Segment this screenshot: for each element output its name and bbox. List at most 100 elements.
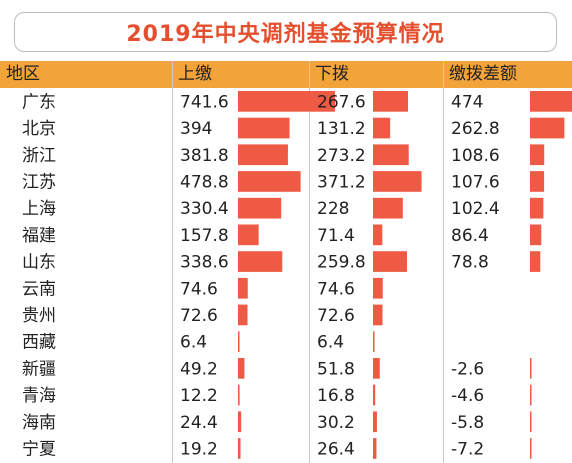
xiabo-bar [373, 331, 375, 352]
shangjiao-bar [238, 251, 283, 272]
xiabo-value: 26.4 [317, 439, 355, 459]
shangjiao-bar [238, 171, 301, 192]
shangjiao-bar [238, 384, 240, 406]
region-label: 宁夏 [22, 439, 56, 459]
xiabo-value: 72.6 [317, 306, 355, 326]
shangjiao-value: 381.8 [180, 146, 229, 166]
xiabo-value: 228 [317, 199, 349, 219]
shangjiao-value: 12.2 [180, 386, 218, 406]
shangjiao-bar [238, 358, 245, 379]
shangjiao-value: 19.2 [180, 439, 218, 459]
shangjiao-value: 338.6 [180, 253, 229, 273]
xiabo-value: 16.8 [317, 386, 355, 406]
column-divider [172, 61, 173, 463]
xiabo-value: 371.2 [317, 172, 366, 192]
region-label: 广东 [22, 92, 56, 112]
table-row: 上海 330.4 228 102.4 [22, 197, 544, 219]
diff-bar [530, 251, 541, 272]
shangjiao-bar [238, 91, 336, 112]
diff-value: 86.4 [451, 226, 489, 246]
table-row: 北京 394 131.2 262.8 [22, 117, 565, 139]
shangjiao-bar [238, 304, 248, 326]
shangjiao-bar [238, 144, 288, 166]
diff-value: -2.6 [451, 359, 484, 379]
xiabo-value: 6.4 [317, 333, 344, 353]
table-row: 江苏 478.8 371.2 107.6 [22, 171, 545, 192]
header-diff: 缴拨差额 [449, 64, 517, 84]
table-row: 青海 12.2 16.8 -4.6 [22, 384, 532, 406]
table-row: 山东 338.6 259.8 78.8 [22, 251, 541, 273]
xiabo-bar [373, 117, 391, 139]
diff-value: 102.4 [451, 199, 500, 219]
shangjiao-value: 157.8 [180, 226, 229, 246]
header-xiabo: 下拨 [315, 64, 349, 84]
xiabo-bar [373, 384, 376, 406]
table-row: 西藏 6.4 6.4 [22, 331, 375, 353]
shangjiao-bar [238, 224, 259, 246]
header-region: 地区 [6, 64, 40, 84]
shangjiao-value: 74.6 [180, 279, 218, 299]
diff-bar [530, 358, 532, 379]
diff-value: 78.8 [451, 253, 489, 273]
diff-value: 262.8 [451, 119, 500, 139]
table-row: 宁夏 19.2 26.4 -7.2 [22, 438, 532, 459]
xiabo-value: 267.6 [317, 92, 366, 112]
xiabo-value: 30.2 [317, 413, 355, 433]
xiabo-bar [373, 224, 383, 246]
shangjiao-value: 330.4 [180, 199, 229, 219]
region-label: 新疆 [22, 359, 56, 379]
header-shangjiao: 上缴 [178, 64, 212, 84]
xiabo-value: 259.8 [317, 253, 366, 273]
diff-bar [530, 224, 542, 246]
shangjiao-value: 72.6 [180, 306, 218, 326]
region-label: 北京 [22, 119, 56, 139]
table-row: 新疆 49.2 51.8 -2.6 [22, 358, 532, 379]
shangjiao-bar [238, 438, 241, 459]
shangjiao-value: 741.6 [180, 92, 229, 112]
region-label: 福建 [22, 226, 56, 246]
diff-bar [530, 384, 532, 406]
column-divider [443, 61, 444, 463]
shangjiao-bar [238, 197, 282, 219]
xiabo-bar [373, 277, 383, 299]
region-label: 山东 [22, 253, 56, 273]
diff-value: 108.6 [451, 146, 500, 166]
column-divider [309, 61, 310, 463]
shangjiao-value: 49.2 [180, 359, 218, 379]
shangjiao-bar [238, 331, 240, 352]
xiabo-bar [373, 304, 383, 326]
region-label: 浙江 [22, 146, 56, 166]
xiabo-bar [373, 91, 409, 112]
region-label: 上海 [22, 199, 56, 219]
table-row: 广东 741.6 267.6 474 [22, 91, 572, 112]
shangjiao-value: 394 [180, 119, 212, 139]
region-label: 云南 [22, 279, 56, 299]
shangjiao-value: 6.4 [180, 333, 207, 353]
diff-value: -4.6 [451, 386, 484, 406]
diff-bar [530, 197, 544, 219]
xiabo-bar [373, 144, 409, 166]
diff-bar [530, 438, 532, 459]
region-label: 西藏 [22, 333, 56, 353]
shangjiao-bar [238, 117, 290, 139]
xiabo-value: 51.8 [317, 359, 355, 379]
table-row: 海南 24.4 30.2 -5.8 [22, 411, 532, 433]
xiabo-value: 74.6 [317, 279, 355, 299]
table-row: 福建 157.8 71.4 86.4 [22, 224, 542, 246]
diff-value: -7.2 [451, 439, 484, 459]
diff-bar [530, 117, 565, 139]
region-label: 青海 [22, 386, 56, 406]
table-row: 云南 74.6 74.6 [22, 277, 383, 299]
xiabo-bar [373, 411, 377, 433]
xiabo-bar [373, 251, 407, 272]
table-header: 地区 上缴 下拨 缴拨差额 [0, 61, 572, 88]
xiabo-value: 131.2 [317, 119, 366, 139]
diff-value: -5.8 [451, 413, 484, 433]
xiabo-bar [373, 358, 380, 379]
title-box: 2019年中央调剂基金预算情况 [14, 12, 557, 52]
table-row: 浙江 381.8 273.2 108.6 [22, 144, 545, 166]
diff-bar [530, 91, 572, 112]
shangjiao-value: 478.8 [180, 172, 229, 192]
